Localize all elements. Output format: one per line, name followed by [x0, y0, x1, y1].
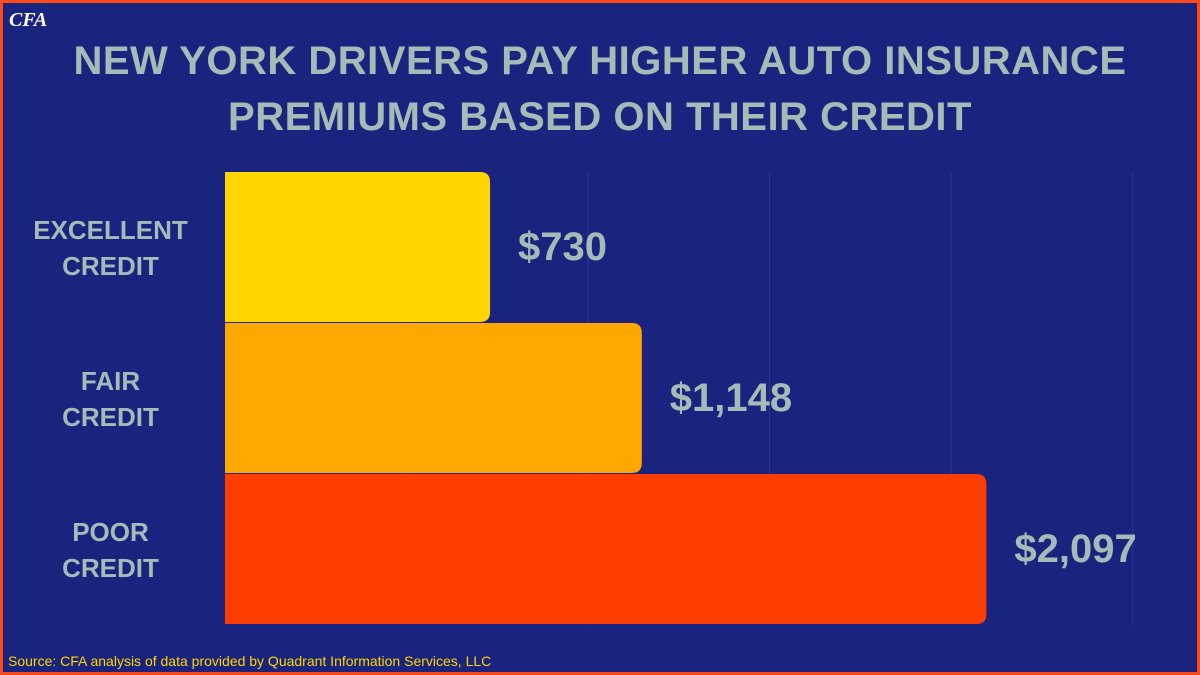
title-box: NEW YORK DRIVERS PAY HIGHER AUTO INSURAN…: [3, 33, 1197, 145]
value-label: $1,148: [670, 376, 792, 420]
bar: [225, 323, 642, 473]
value-label: $2,097: [1014, 527, 1136, 571]
y-tick-label: FAIR CREDIT: [62, 365, 159, 432]
category-box: EXCELLENT CREDIT: [3, 172, 218, 323]
logo: CFA: [9, 9, 48, 31]
y-tick-label: EXCELLENT CREDIT: [33, 214, 188, 281]
category-box: POOR CREDIT: [3, 474, 218, 625]
chart-title: NEW YORK DRIVERS PAY HIGHER AUTO INSURAN…: [73, 39, 1127, 139]
category-box: FAIR CREDIT: [3, 323, 218, 474]
value-label: $730: [518, 225, 607, 269]
y-tick-label: POOR CREDIT: [62, 516, 159, 583]
source: Source: CFA analysis of data provided by…: [8, 653, 492, 669]
bar: [225, 172, 491, 322]
plot: $730 $1,148 $2,097: [225, 172, 1137, 625]
bar: [225, 474, 987, 624]
